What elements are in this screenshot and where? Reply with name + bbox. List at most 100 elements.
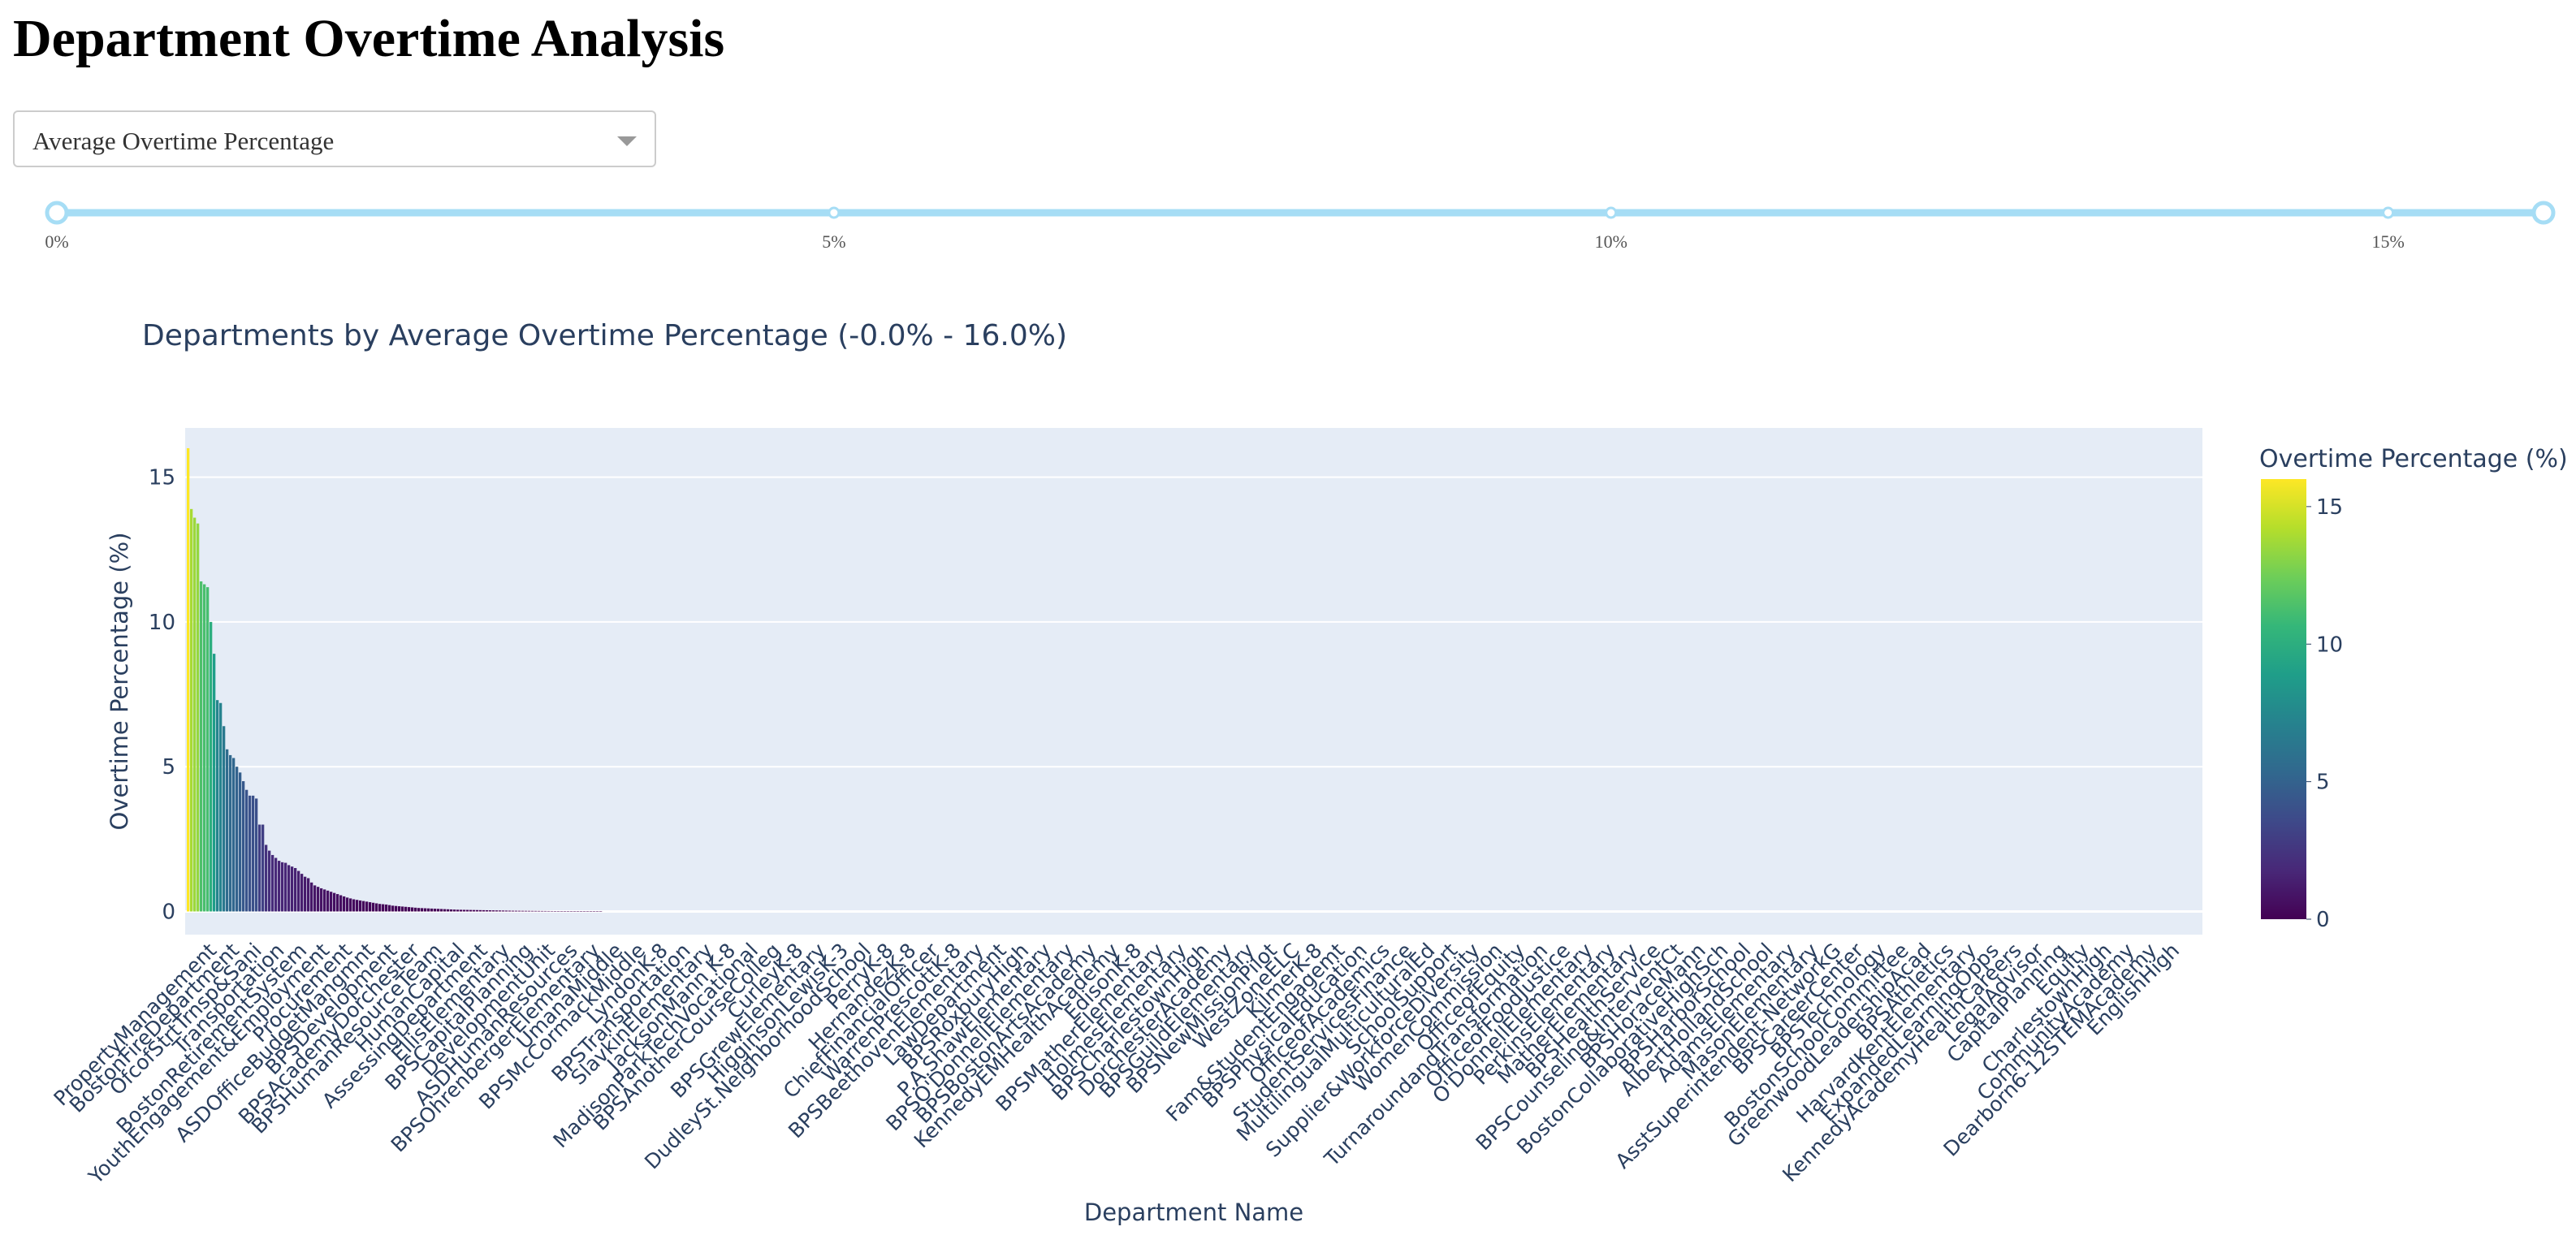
bar[interactable] bbox=[590, 911, 593, 912]
bar[interactable] bbox=[473, 909, 476, 912]
bar[interactable] bbox=[294, 867, 297, 912]
bar[interactable] bbox=[450, 909, 453, 912]
bar[interactable] bbox=[291, 866, 294, 912]
bar[interactable] bbox=[570, 911, 573, 912]
slider-handle-min[interactable] bbox=[45, 201, 69, 225]
bar[interactable] bbox=[460, 909, 463, 912]
bar[interactable] bbox=[534, 910, 538, 912]
bar[interactable] bbox=[538, 910, 541, 912]
bar[interactable] bbox=[521, 910, 525, 912]
bar[interactable] bbox=[297, 870, 300, 912]
bar[interactable] bbox=[287, 865, 291, 912]
bar[interactable] bbox=[560, 911, 564, 912]
bar[interactable] bbox=[369, 902, 372, 912]
bar[interactable] bbox=[430, 908, 434, 912]
bar[interactable] bbox=[528, 910, 531, 912]
bar[interactable] bbox=[499, 910, 502, 912]
bar[interactable] bbox=[352, 899, 356, 912]
bar[interactable] bbox=[223, 726, 226, 912]
bar[interactable] bbox=[330, 892, 333, 912]
bar[interactable] bbox=[421, 908, 424, 912]
bar[interactable] bbox=[317, 887, 320, 912]
bar[interactable] bbox=[544, 910, 547, 912]
bar[interactable] bbox=[401, 906, 404, 912]
bar[interactable] bbox=[359, 900, 362, 912]
bar[interactable] bbox=[343, 896, 346, 912]
bar[interactable] bbox=[255, 798, 258, 912]
bar[interactable] bbox=[187, 447, 190, 912]
bar[interactable] bbox=[219, 702, 223, 912]
bar[interactable] bbox=[414, 907, 417, 912]
bar[interactable] bbox=[206, 587, 210, 912]
bar[interactable] bbox=[567, 911, 570, 912]
bar[interactable] bbox=[236, 767, 239, 912]
bar[interactable] bbox=[489, 910, 492, 912]
bar[interactable] bbox=[385, 904, 388, 912]
bar[interactable] bbox=[505, 910, 508, 912]
bar[interactable] bbox=[437, 909, 440, 912]
bar[interactable] bbox=[252, 795, 255, 912]
bar[interactable] bbox=[427, 908, 430, 912]
bar[interactable] bbox=[531, 910, 534, 912]
bar[interactable] bbox=[577, 911, 580, 912]
bar[interactable] bbox=[541, 910, 544, 912]
bar[interactable] bbox=[508, 910, 512, 912]
bar[interactable] bbox=[382, 904, 385, 912]
bar[interactable] bbox=[245, 789, 249, 912]
bar[interactable] bbox=[482, 909, 486, 912]
bar[interactable] bbox=[190, 508, 193, 912]
bar[interactable] bbox=[265, 844, 268, 912]
bar[interactable] bbox=[586, 911, 590, 912]
bar[interactable] bbox=[388, 905, 391, 912]
bar[interactable] bbox=[417, 908, 421, 912]
bar[interactable] bbox=[278, 861, 281, 912]
overtime-range-slider[interactable]: 0% 5% 10% 15% bbox=[0, 187, 2576, 276]
bar[interactable] bbox=[440, 909, 443, 912]
bar[interactable] bbox=[300, 874, 304, 912]
bar[interactable] bbox=[284, 862, 287, 912]
bar[interactable] bbox=[210, 621, 213, 912]
bar[interactable] bbox=[268, 850, 271, 912]
bar[interactable] bbox=[599, 911, 603, 912]
bar[interactable] bbox=[395, 905, 398, 912]
bar[interactable] bbox=[495, 910, 499, 912]
bar[interactable] bbox=[304, 876, 307, 912]
bar[interactable] bbox=[466, 909, 469, 912]
bar[interactable] bbox=[398, 906, 401, 912]
chevron-down-icon[interactable] bbox=[617, 136, 637, 146]
bar[interactable] bbox=[339, 895, 343, 912]
bar[interactable] bbox=[232, 758, 236, 912]
bar[interactable] bbox=[249, 795, 252, 912]
bar[interactable] bbox=[512, 910, 515, 912]
bar[interactable] bbox=[229, 754, 232, 912]
bar[interactable] bbox=[411, 907, 414, 912]
bar[interactable] bbox=[453, 909, 456, 912]
bar[interactable] bbox=[216, 700, 219, 912]
bar[interactable] bbox=[372, 902, 375, 912]
bar[interactable] bbox=[547, 910, 551, 912]
bar[interactable] bbox=[193, 517, 197, 912]
bar[interactable] bbox=[551, 910, 554, 912]
bar[interactable] bbox=[447, 909, 450, 912]
bar[interactable] bbox=[349, 898, 352, 912]
bar[interactable] bbox=[479, 909, 482, 912]
bar[interactable] bbox=[525, 910, 528, 912]
bar[interactable] bbox=[583, 911, 586, 912]
metric-dropdown[interactable]: Average Overtime Percentage bbox=[13, 110, 656, 167]
bar[interactable] bbox=[239, 772, 242, 912]
bar[interactable] bbox=[573, 911, 577, 912]
bar[interactable] bbox=[203, 584, 206, 912]
bar[interactable] bbox=[346, 897, 349, 912]
bar[interactable] bbox=[596, 911, 599, 912]
bar[interactable] bbox=[463, 909, 466, 912]
bar[interactable] bbox=[391, 905, 395, 912]
bar[interactable] bbox=[261, 824, 265, 912]
bar[interactable] bbox=[408, 907, 411, 912]
bar[interactable] bbox=[564, 911, 567, 912]
bar[interactable] bbox=[336, 894, 339, 912]
bar[interactable] bbox=[580, 911, 583, 912]
bar[interactable] bbox=[518, 910, 521, 912]
bar[interactable] bbox=[226, 749, 229, 912]
bar[interactable] bbox=[404, 906, 408, 912]
bar[interactable] bbox=[443, 909, 447, 912]
